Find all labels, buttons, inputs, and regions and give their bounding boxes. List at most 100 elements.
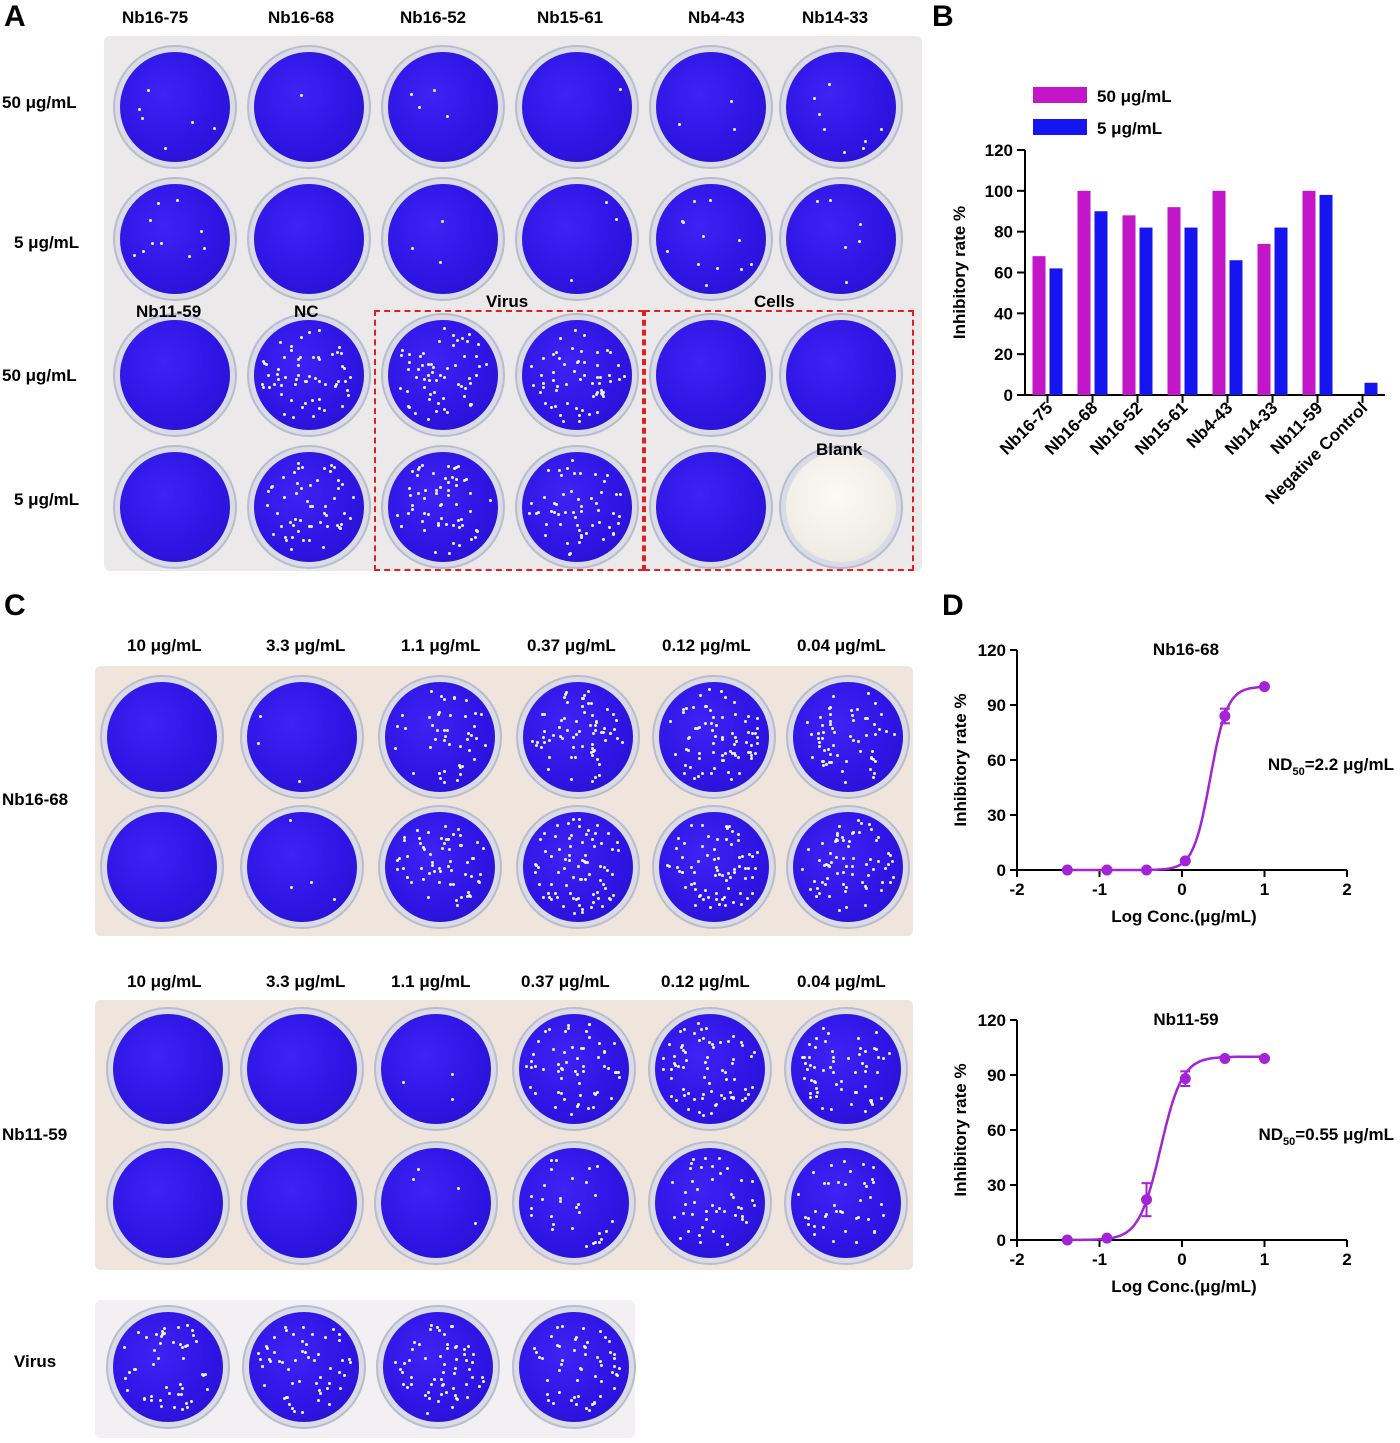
plaque-dot — [736, 833, 740, 837]
plaque-dot — [429, 745, 433, 749]
plaque-dot — [275, 373, 279, 377]
plaque-dot — [557, 848, 561, 851]
well — [383, 1312, 493, 1422]
plaque-dot — [338, 1370, 342, 1374]
plaque-dot — [710, 1177, 714, 1181]
plaque-dot — [605, 348, 609, 352]
plaque-dot — [441, 397, 445, 401]
plaque-dot — [576, 1395, 580, 1399]
plaque-dot — [537, 866, 541, 870]
plaque-dot — [750, 754, 754, 758]
plaque-dot — [284, 538, 288, 542]
plaque-dot — [458, 763, 462, 767]
plaque-dot — [693, 726, 697, 730]
plaque-dot — [616, 849, 620, 853]
plaque-dot — [753, 732, 757, 736]
conc-header: 3.3 μg/mL — [266, 636, 346, 655]
plaque-dot — [833, 1204, 837, 1208]
plaque-dot — [612, 512, 616, 516]
plaque-dot — [466, 737, 470, 741]
plaque-dot — [858, 1198, 862, 1202]
plaque-dot — [876, 1055, 880, 1059]
well — [656, 184, 766, 294]
plaque-dot — [863, 884, 867, 888]
plaque-dot — [844, 760, 848, 764]
plaque-dot — [261, 1365, 265, 1369]
data-point — [1061, 1234, 1073, 1246]
plaque-dot — [330, 353, 334, 357]
plaque-dot — [537, 1356, 541, 1360]
plaque-dot — [426, 1412, 430, 1415]
plaque-dot — [842, 839, 846, 843]
plaque-dot — [559, 1199, 563, 1203]
plaque-dot — [479, 712, 483, 716]
plaque-dot — [674, 846, 678, 850]
plaque-dot — [452, 467, 456, 471]
plaque-dot — [541, 896, 545, 900]
plaque-dot — [840, 835, 844, 839]
plaque-dot — [723, 896, 727, 900]
plaque-dot — [265, 504, 269, 508]
plaque-dot — [551, 1228, 555, 1232]
plaque-dot — [447, 848, 451, 852]
plaque-dot — [592, 395, 596, 399]
plaque-dot — [870, 1100, 874, 1104]
plaque-dot — [583, 853, 587, 857]
plaque-dot — [608, 351, 612, 355]
plaque-dot — [564, 883, 568, 887]
plaque-dot — [600, 491, 604, 495]
plaque-dot — [703, 1076, 707, 1080]
plaque-dot — [602, 480, 606, 484]
plaque-dot — [537, 882, 541, 886]
well — [656, 320, 766, 430]
plaque-dot — [443, 824, 447, 828]
plaque-dot — [845, 905, 849, 909]
plaque-dot — [476, 841, 480, 845]
plaque-dot — [291, 1407, 295, 1410]
plaque-dot — [337, 346, 341, 350]
plaque-dot — [873, 760, 877, 764]
bar — [1364, 382, 1378, 395]
plaque-dot — [821, 1107, 825, 1110]
plaque-dot — [611, 1220, 615, 1224]
plaque-dot — [446, 488, 450, 492]
plaque-dot — [549, 1214, 553, 1218]
plaque-dot — [183, 1344, 187, 1348]
plaque-dot — [831, 1240, 835, 1244]
plaque-dot — [754, 751, 758, 755]
plaque-dot — [263, 1383, 267, 1387]
bar — [1077, 190, 1091, 395]
plaque-dot — [327, 1381, 331, 1385]
plaque-dot — [704, 721, 708, 725]
plaque-dot — [887, 1052, 891, 1056]
plaque-dot — [574, 719, 578, 723]
y-tick-label: 0 — [1004, 386, 1013, 405]
plaque-dot — [843, 781, 847, 785]
plaque-dot — [474, 1222, 477, 1226]
plaque-dot — [676, 836, 680, 840]
plaque-dot — [571, 746, 575, 750]
plaque-dot — [529, 1195, 533, 1199]
plaque-dot — [446, 115, 450, 119]
plaque-dot — [441, 1370, 445, 1374]
plaque-dot — [289, 344, 293, 348]
plaque-dot — [180, 1407, 184, 1411]
plaque-dot — [204, 1372, 208, 1376]
plaque-dot — [407, 367, 411, 371]
row-label-nb11-59: Nb11-59 — [2, 1125, 68, 1144]
plaque-dot — [444, 838, 448, 841]
plaque-dot — [437, 710, 441, 714]
plaque-dot — [756, 736, 760, 740]
plaque-dot — [611, 848, 615, 852]
plaque-dot — [549, 1335, 553, 1339]
plaque-dot — [560, 718, 564, 722]
plaque-dot — [700, 823, 704, 827]
plaque-dot — [582, 860, 586, 864]
plaque-dot — [568, 892, 572, 896]
plaque-dot — [862, 1163, 866, 1167]
plaque-dot — [590, 905, 594, 909]
plaque-dot — [317, 355, 321, 359]
plaque-dot — [206, 1388, 210, 1392]
plaque-dot — [687, 1108, 691, 1112]
plaque-dot — [586, 828, 590, 832]
